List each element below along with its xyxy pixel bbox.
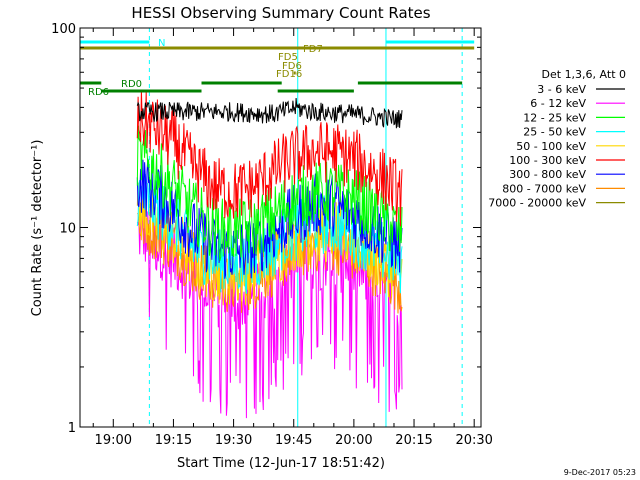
flag-label-rd0: RD0 — [121, 79, 142, 90]
plot-area — [80, 28, 475, 427]
flag-label-fd6: FD6 — [282, 61, 302, 72]
flag-bar-rd6-1 — [277, 89, 354, 93]
x-tick-label: 19:15 — [155, 433, 192, 448]
flag-bar-n-0 — [80, 40, 150, 44]
flag-label-rd6: RD6 — [88, 87, 109, 98]
flag-label-fd7: FD7 — [303, 44, 323, 55]
legend-entry-label: 6 - 12 keV — [530, 97, 586, 110]
flag-bar-fd16-0 — [293, 71, 296, 75]
legend-entry-label: 100 - 300 keV — [509, 154, 586, 167]
x-tick-label: 19:00 — [95, 433, 132, 448]
flag-bar-rd0-2 — [357, 81, 463, 85]
legend-entry-label: 7000 - 20000 keV — [488, 197, 586, 210]
chart-title: HESSI Observing Summary Count Rates — [131, 4, 430, 22]
flag-bar-fd7-0 — [80, 46, 475, 50]
timestamp: 9-Dec-2017 05:23 — [564, 468, 636, 477]
flag-bar-rd0-1 — [201, 81, 282, 85]
flag-label-fd5: FD5 — [278, 52, 298, 63]
x-tick-label: 19:45 — [275, 433, 312, 448]
flag-bar-rd0-0 — [80, 81, 102, 85]
x-axis: 19:00 19:15 19:30 19:45 20:00 20:15 20:30 — [92, 28, 493, 448]
legend-title: Det 1,3,6, Att 0 — [542, 68, 626, 81]
x-tick-label: 20:15 — [395, 433, 432, 448]
y-tick-label: 10 — [59, 222, 76, 237]
y-tick-label: 100 — [51, 22, 76, 37]
series-line-100-300-kev — [136, 89, 403, 227]
y-tick-label: 1 — [68, 421, 76, 436]
series-line-12-25-kev — [136, 125, 403, 261]
x-axis-label: Start Time (12-Jun-17 18:51:42) — [177, 456, 385, 471]
legend-entry-label: 25 - 50 keV — [523, 126, 586, 139]
legend-entry-label: 300 - 800 keV — [509, 168, 586, 181]
x-tick-label: 20:00 — [335, 433, 372, 448]
legend-entry-label: 50 - 100 keV — [516, 140, 586, 153]
flag-label-fd16: FD16 — [276, 69, 302, 80]
legend-entry-label: 12 - 25 keV — [523, 111, 586, 124]
y-axis: 1 10 100 — [51, 22, 481, 436]
series-line-300-800-kev — [136, 158, 403, 279]
flag-bar-rd6-0 — [101, 89, 202, 93]
legend-entry-label: 3 - 6 keV — [537, 83, 586, 96]
flag-bar-n-1 — [385, 40, 475, 44]
series-line-3-6-kev — [136, 97, 403, 129]
x-tick-label: 19:30 — [215, 433, 252, 448]
y-axis-label: Count Rate (s⁻¹ detector⁻¹) — [30, 140, 45, 317]
x-tick-label: 20:30 — [455, 433, 492, 448]
legend-entry-label: 800 - 7000 keV — [502, 182, 586, 195]
flag-label-n: N — [158, 38, 165, 49]
